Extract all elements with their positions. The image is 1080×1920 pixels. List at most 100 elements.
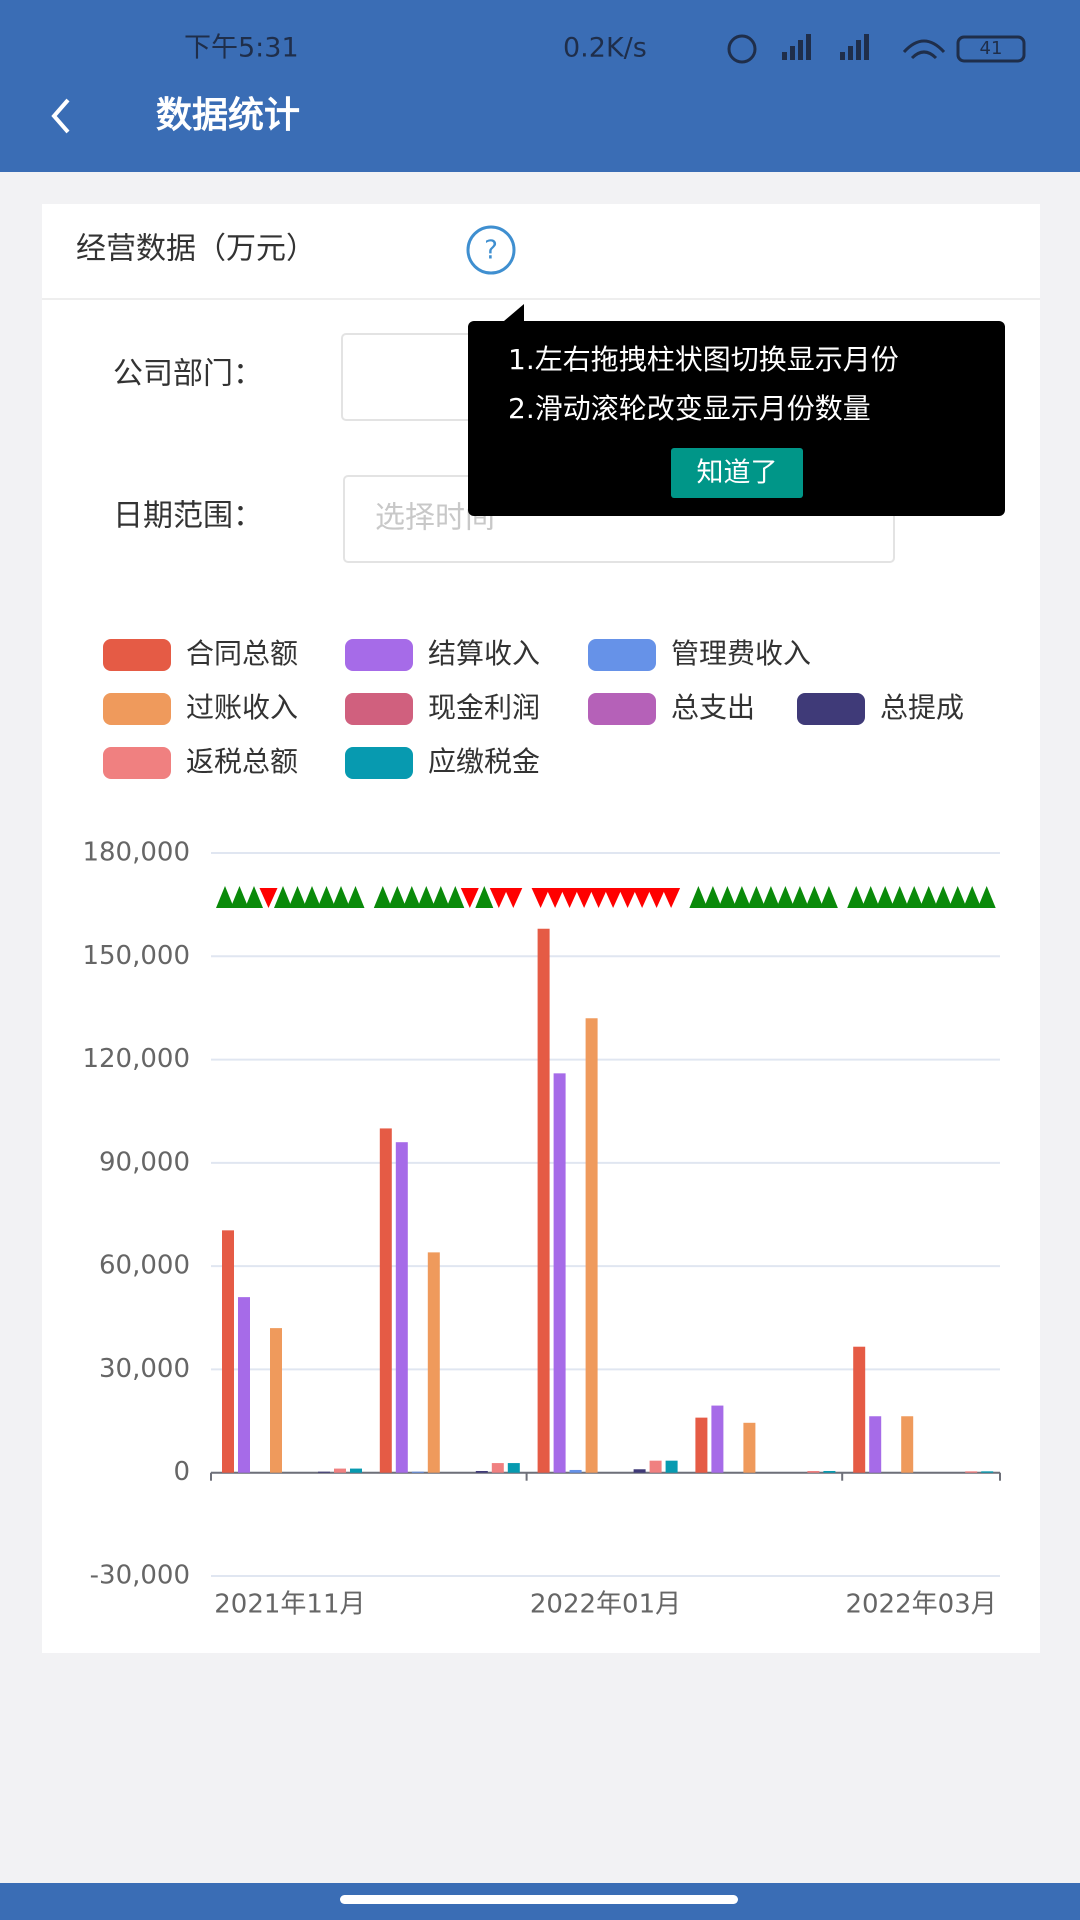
bar xyxy=(491,1463,504,1473)
legend-label: 合同总额 xyxy=(186,637,298,670)
tooltip-button[interactable] xyxy=(671,448,803,498)
app-bar xyxy=(0,0,1080,172)
trend-marker xyxy=(718,886,737,908)
trend-marker xyxy=(861,886,880,908)
status-time: 下午5:31 xyxy=(184,33,299,64)
legend-swatch xyxy=(588,693,656,725)
bar xyxy=(411,1471,424,1473)
legend-swatch xyxy=(797,693,865,725)
help-icon[interactable] xyxy=(466,225,516,275)
bar xyxy=(270,1328,282,1473)
tooltip-line: 1.左右拖拽柱状图切换显示月份 xyxy=(508,343,899,376)
trend-marker xyxy=(230,886,249,908)
x-tick-label: 2022年01月 xyxy=(530,1590,681,1620)
tooltip-pointer xyxy=(504,304,524,321)
trend-marker xyxy=(216,886,234,908)
trend-marker xyxy=(346,886,365,908)
legend-label: 总提成 xyxy=(880,691,964,724)
trend-marker xyxy=(618,888,637,908)
trend-marker xyxy=(977,886,996,908)
trend-marker xyxy=(948,886,967,908)
legend-swatch xyxy=(345,639,413,671)
trend-marker xyxy=(890,886,909,908)
trend-marker xyxy=(417,886,436,908)
y-tick-label: 60,000 xyxy=(99,1251,190,1281)
bar xyxy=(475,1470,488,1473)
tooltip xyxy=(468,321,1005,516)
trend-marker xyxy=(575,888,594,908)
bar xyxy=(823,1470,836,1473)
home-indicator[interactable] xyxy=(340,1895,738,1904)
back-button[interactable] xyxy=(51,98,70,134)
trend-marker xyxy=(373,886,392,908)
bar xyxy=(379,1128,392,1473)
bar xyxy=(853,1346,866,1473)
trend-marker xyxy=(876,886,895,908)
trend-marker xyxy=(546,888,565,908)
trend-marker xyxy=(317,886,336,908)
trend-marker xyxy=(963,886,982,908)
legend-swatch xyxy=(588,639,656,671)
legend-label: 过账收入 xyxy=(186,691,298,724)
status-icons xyxy=(727,34,1026,64)
trend-marker xyxy=(589,888,608,908)
trend-marker xyxy=(703,886,722,908)
trend-marker xyxy=(560,888,579,908)
bar xyxy=(507,1463,520,1473)
trend-marker xyxy=(431,886,450,908)
trend-marker xyxy=(847,886,866,908)
y-tick-label: 90,000 xyxy=(99,1147,190,1177)
bar xyxy=(553,1073,566,1473)
bar xyxy=(665,1460,678,1473)
trend-marker xyxy=(402,886,421,908)
trend-marker xyxy=(689,886,708,908)
y-tick-label: 150,000 xyxy=(82,941,190,971)
tooltip-line: 2.滑动滚轮改变显示月份数量 xyxy=(508,392,871,425)
trend-marker xyxy=(776,886,795,908)
bar xyxy=(222,1230,234,1473)
legend-swatch xyxy=(345,693,413,725)
trend-marker xyxy=(662,888,681,908)
page-title: 数据统计 xyxy=(156,95,300,136)
bar xyxy=(585,1018,598,1473)
bar xyxy=(965,1471,978,1473)
trend-marker xyxy=(332,886,350,908)
legend-label: 总支出 xyxy=(671,691,755,724)
legend-label: 应缴税金 xyxy=(428,745,540,778)
trend-marker xyxy=(475,886,494,908)
legend-swatch xyxy=(103,639,171,671)
legend-label: 现金利润 xyxy=(428,691,540,724)
legend-swatch xyxy=(345,747,413,779)
bar xyxy=(649,1460,662,1473)
trend-marker xyxy=(303,886,321,908)
bar xyxy=(395,1142,408,1473)
trend-marker xyxy=(761,886,780,908)
x-tick-label: 2021年11月 xyxy=(214,1590,365,1620)
legend-swatch xyxy=(103,693,171,725)
trend-marker xyxy=(934,886,953,908)
trend-marker xyxy=(919,886,938,908)
trend-marker xyxy=(732,886,751,908)
trend-marker xyxy=(245,886,263,908)
bar xyxy=(807,1470,820,1473)
signal xyxy=(782,34,869,60)
status-speed: 0.2K/s xyxy=(563,33,647,64)
bar xyxy=(537,928,550,1473)
bar xyxy=(238,1297,250,1473)
y-tick-label: -30,000 xyxy=(90,1561,190,1591)
trend-marker xyxy=(790,886,809,908)
bar xyxy=(633,1469,646,1473)
trend-marker xyxy=(633,888,652,908)
bar xyxy=(711,1405,724,1473)
y-tick-label: 120,000 xyxy=(82,1044,190,1074)
bar xyxy=(901,1416,914,1473)
battery-level: 41 xyxy=(980,38,1003,59)
trend-marker xyxy=(274,886,292,908)
y-tick-label: 30,000 xyxy=(99,1354,190,1384)
bar xyxy=(318,1471,330,1473)
trend-marker xyxy=(460,888,479,908)
trend-marker xyxy=(259,888,278,908)
